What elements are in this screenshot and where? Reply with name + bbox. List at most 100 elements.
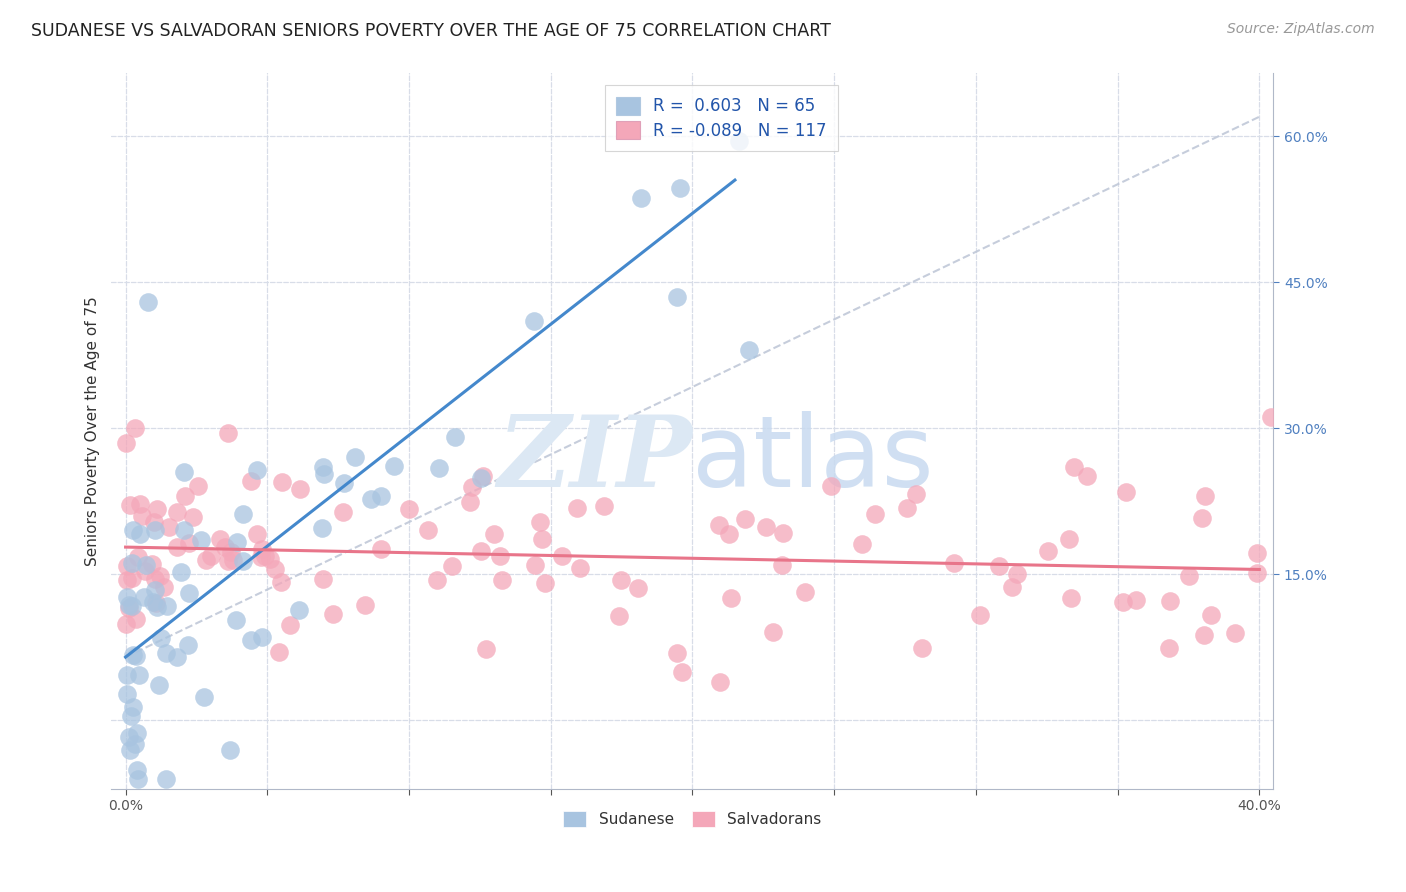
Point — [259, 552, 281, 566]
Point — [214, 540, 236, 554]
Point — [969, 607, 991, 622]
Point — [738, 343, 761, 358]
Point — [117, 599, 139, 613]
Point — [524, 558, 547, 573]
Point — [143, 582, 166, 597]
Point — [250, 630, 273, 644]
Point — [217, 554, 239, 568]
Point — [942, 556, 965, 570]
Point — [1157, 640, 1180, 655]
Point — [118, 743, 141, 757]
Point — [607, 608, 630, 623]
Point — [1194, 489, 1216, 503]
Point — [1125, 592, 1147, 607]
Point — [312, 460, 335, 475]
Point — [762, 624, 785, 639]
Point — [1246, 566, 1268, 581]
Point — [118, 498, 141, 512]
Point — [1223, 626, 1246, 640]
Point — [728, 134, 751, 148]
Point — [145, 502, 167, 516]
Point — [734, 511, 756, 525]
Text: atlas: atlas — [692, 411, 934, 508]
Point — [425, 573, 447, 587]
Point — [474, 641, 496, 656]
Point — [1001, 580, 1024, 594]
Point — [115, 573, 138, 587]
Point — [896, 500, 918, 515]
Point — [115, 591, 138, 605]
Point — [177, 585, 200, 599]
Point — [177, 638, 200, 652]
Point — [865, 508, 887, 522]
Point — [124, 421, 146, 435]
Point — [370, 489, 392, 503]
Point — [269, 645, 291, 659]
Point — [127, 549, 149, 564]
Point — [166, 540, 188, 554]
Point — [793, 585, 815, 599]
Point — [125, 763, 148, 777]
Point — [1260, 409, 1282, 424]
Point — [246, 527, 269, 541]
Point — [142, 595, 165, 609]
Point — [240, 632, 263, 647]
Point — [489, 549, 512, 563]
Point — [1063, 460, 1085, 475]
Point — [150, 631, 173, 645]
Point — [179, 536, 201, 550]
Point — [669, 181, 692, 195]
Point — [709, 675, 731, 690]
Point — [770, 558, 793, 572]
Point — [911, 640, 934, 655]
Point — [429, 461, 451, 475]
Point — [665, 646, 688, 660]
Text: ZIP: ZIP — [498, 411, 692, 508]
Point — [120, 708, 142, 723]
Point — [1007, 567, 1029, 582]
Point — [246, 463, 269, 477]
Point — [128, 668, 150, 682]
Point — [217, 426, 239, 441]
Point — [121, 599, 143, 614]
Point — [278, 618, 301, 632]
Point — [153, 581, 176, 595]
Point — [482, 527, 505, 541]
Point — [173, 465, 195, 479]
Legend: Sudanese, Salvadorans: Sudanese, Salvadorans — [555, 804, 830, 835]
Point — [115, 436, 138, 450]
Point — [252, 541, 274, 556]
Point — [288, 603, 311, 617]
Point — [173, 523, 195, 537]
Point — [470, 471, 492, 485]
Point — [551, 549, 574, 564]
Point — [141, 557, 163, 571]
Point — [311, 572, 333, 586]
Point — [1115, 485, 1137, 500]
Point — [166, 504, 188, 518]
Point — [718, 526, 741, 541]
Point — [755, 520, 778, 534]
Text: Source: ZipAtlas.com: Source: ZipAtlas.com — [1227, 22, 1375, 37]
Point — [254, 549, 277, 563]
Point — [530, 532, 553, 546]
Point — [707, 517, 730, 532]
Point — [117, 559, 139, 574]
Point — [166, 650, 188, 665]
Point — [121, 648, 143, 662]
Point — [569, 561, 592, 575]
Point — [322, 607, 344, 621]
Point — [440, 558, 463, 573]
Point — [333, 476, 356, 491]
Point — [1112, 595, 1135, 609]
Point — [157, 519, 180, 533]
Point — [398, 502, 420, 516]
Point — [671, 665, 693, 679]
Point — [121, 556, 143, 570]
Point — [134, 564, 156, 578]
Point — [534, 576, 557, 591]
Point — [121, 523, 143, 537]
Point — [1036, 544, 1059, 558]
Point — [193, 690, 215, 705]
Point — [170, 565, 193, 579]
